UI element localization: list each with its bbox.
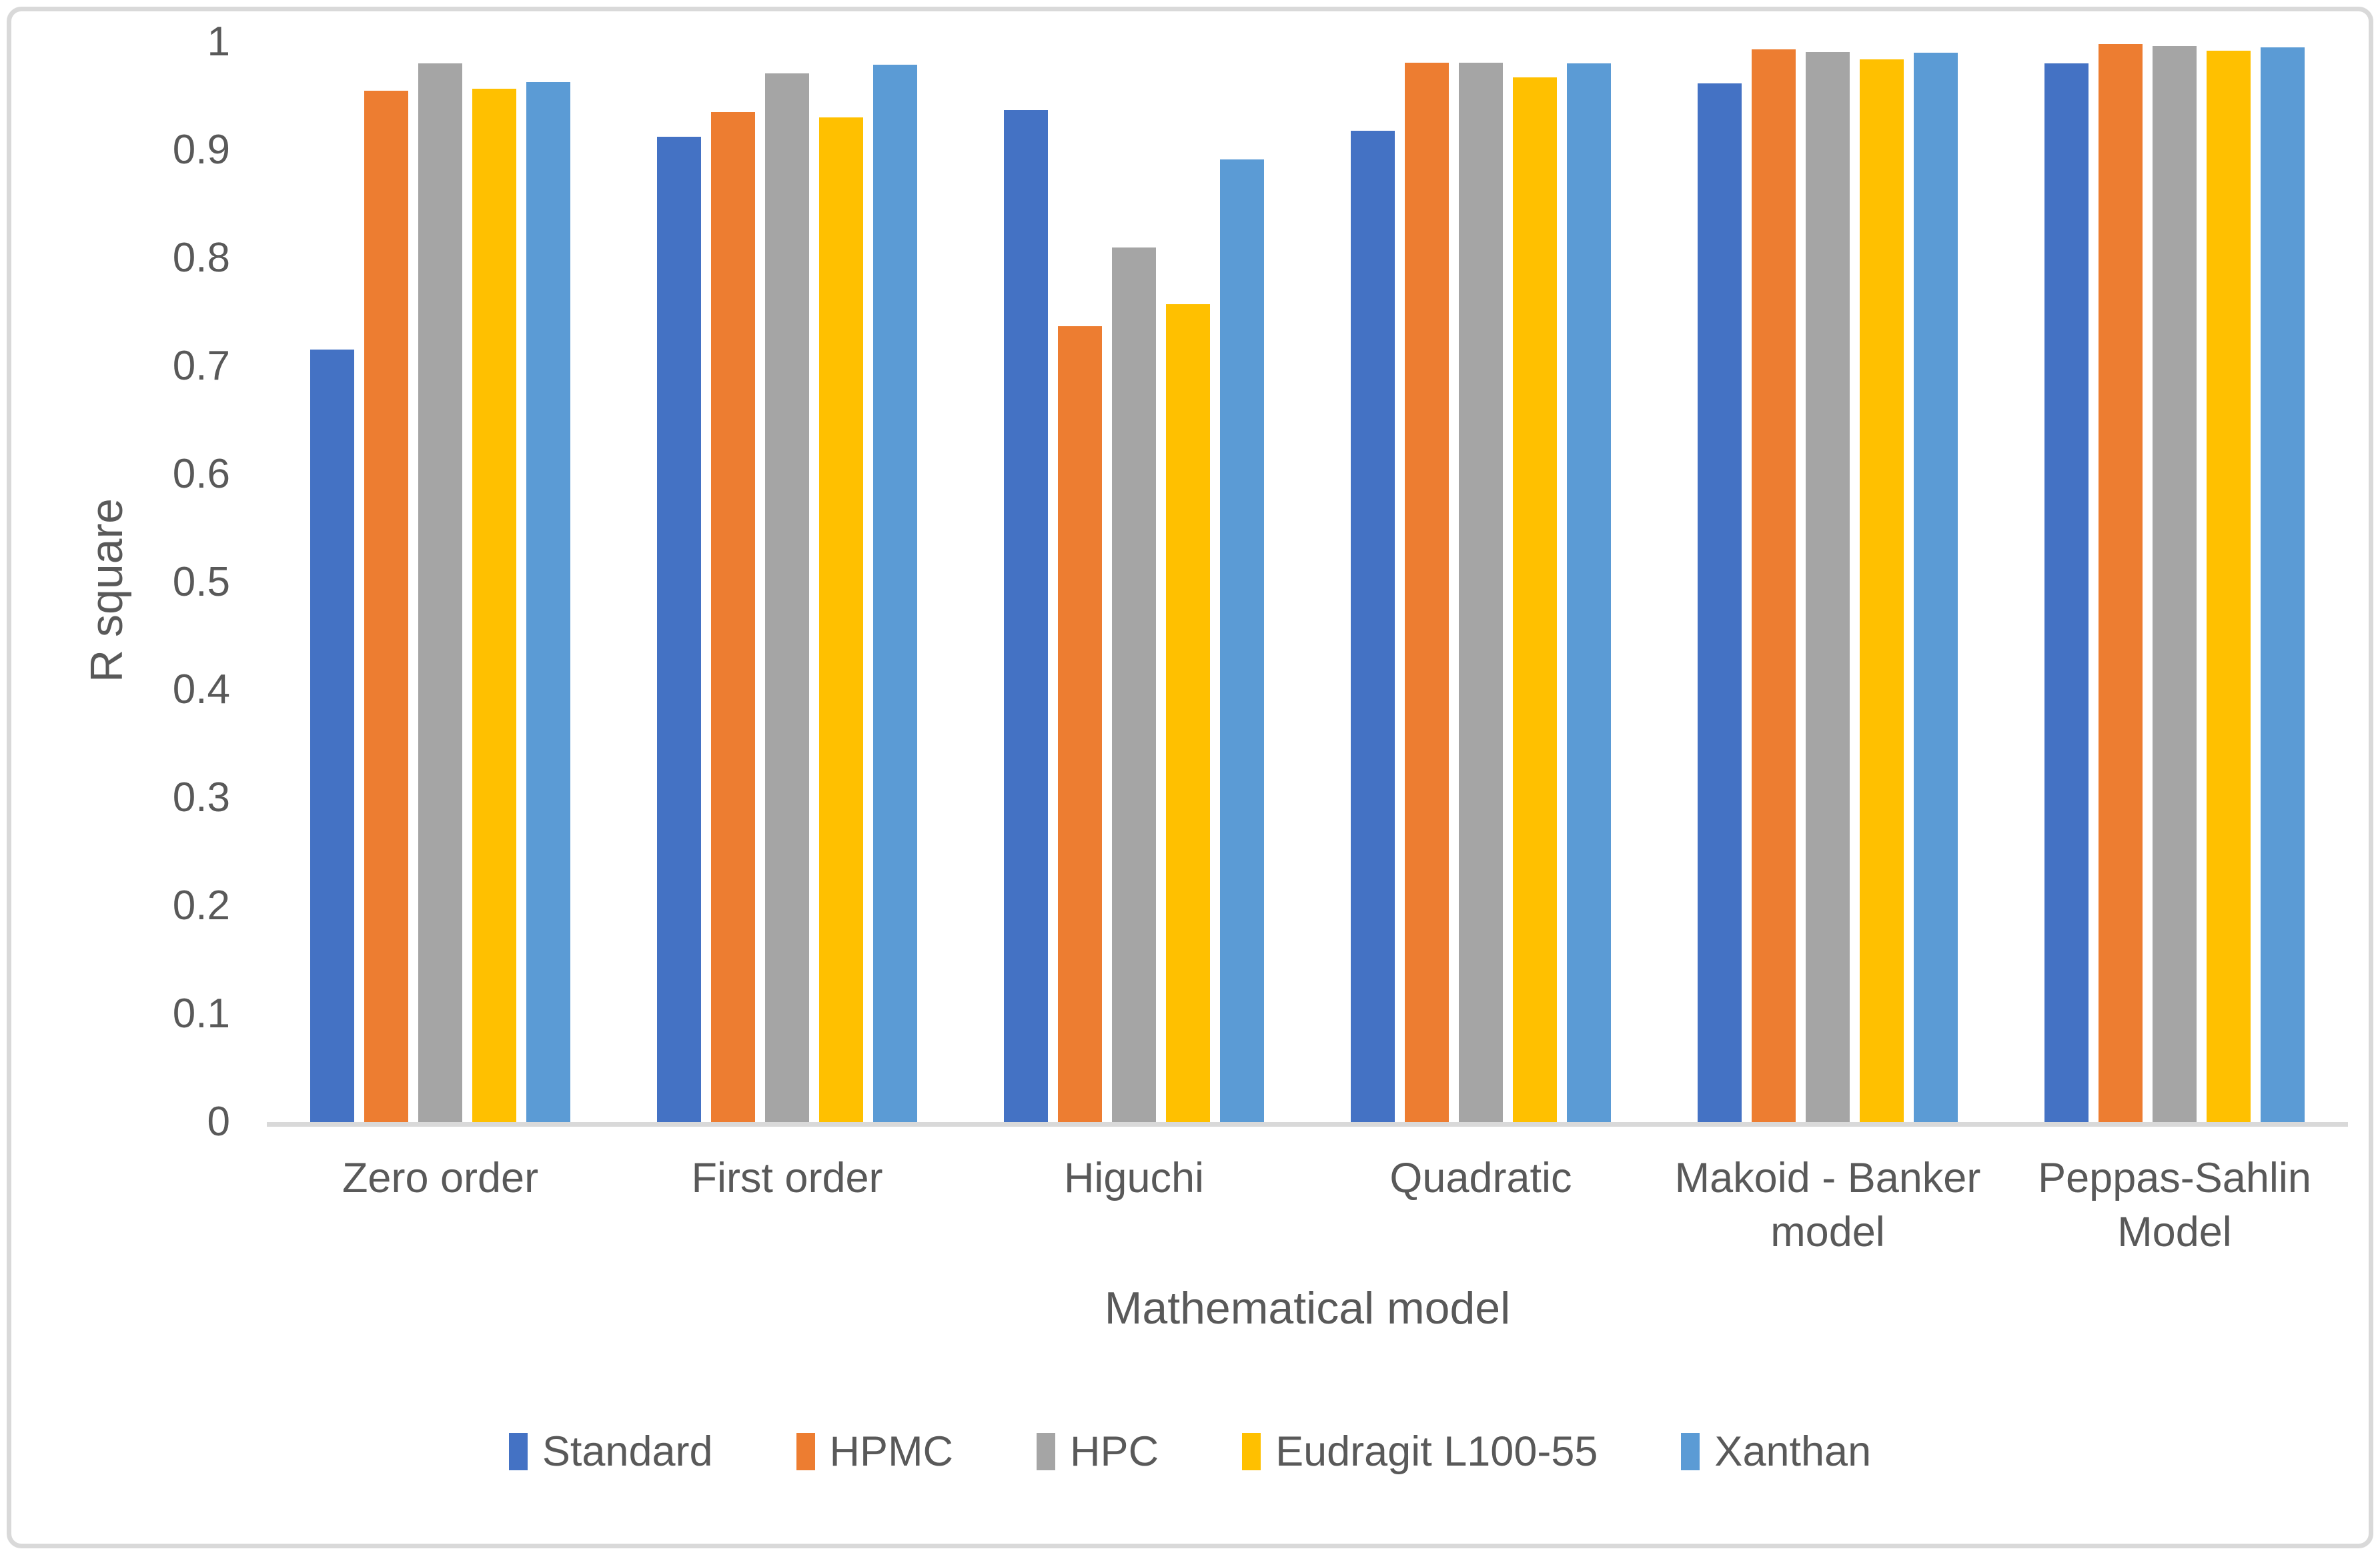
- y-tick-label-0-3: 0.3: [172, 774, 230, 821]
- y-tick-label-0-9: 0.9: [172, 126, 230, 173]
- legend-label-standard: Standard: [542, 1428, 713, 1475]
- bar-xanthan-first-order: [873, 65, 917, 1122]
- y-tick-label-0-5: 0.5: [172, 558, 230, 605]
- bar-eudragit-l100-55-first-order: [819, 117, 863, 1122]
- bar-hpmc-peppas-sahlin-model: [2099, 44, 2143, 1122]
- bar-group-first-order: [614, 42, 961, 1122]
- legend-item-eudragit-l100-55: Eudragit L100-55: [1242, 1428, 1598, 1476]
- bar-standard-first-order: [657, 137, 701, 1122]
- bar-hpmc-quadratic: [1405, 62, 1449, 1122]
- y-tick-label-1: 1: [207, 19, 230, 65]
- y-tick-label-0-2: 0.2: [172, 883, 230, 929]
- y-tick-label-0-4: 0.4: [172, 666, 230, 713]
- x-category-label-makoid-banker-model: Makoid - Banker model: [1674, 1155, 1981, 1255]
- bar-xanthan-higuchi: [1220, 159, 1264, 1122]
- legend-swatch-icon-hpmc: [796, 1433, 815, 1470]
- bar-group-zero-order: [267, 42, 614, 1122]
- legend-label-eudragit-l100-55: Eudragit L100-55: [1275, 1428, 1598, 1475]
- x-category-label-higuchi: Higuchi: [1063, 1155, 1205, 1201]
- y-tick-label-0-1: 0.1: [172, 991, 230, 1037]
- legend-item-hpc: HPC: [1037, 1428, 1159, 1476]
- bar-eudragit-l100-55-makoid-banker-model: [1860, 59, 1904, 1122]
- y-axis-ticks: 0 0.1 0.2 0.3 0.4 0.5 0.6 0.7 0.8 0.9 1: [0, 21, 230, 1143]
- bar-standard-makoid-banker-model: [1698, 83, 1742, 1122]
- bar-xanthan-quadratic: [1567, 63, 1611, 1122]
- legend-swatch-icon-xanthan: [1681, 1433, 1700, 1470]
- x-category-label-peppas-sahlin-model: Peppas-Sahlin Model: [2038, 1155, 2311, 1255]
- legend-label-xanthan: Xanthan: [1714, 1428, 1872, 1475]
- legend: Standard HPMC HPC Eudragit L100-55 Xanthan: [0, 1428, 2380, 1476]
- legend-swatch-icon-eudragit-l100-55: [1242, 1433, 1261, 1470]
- bar-hpmc-higuchi: [1058, 326, 1102, 1122]
- x-axis-labels: Zero order First order Higuchi Quadratic Mak…: [267, 1151, 2348, 1259]
- y-tick-label-0-6: 0.6: [172, 450, 230, 497]
- bar-hpmc-first-order: [711, 112, 755, 1122]
- bar-standard-quadratic: [1351, 130, 1395, 1122]
- bar-standard-higuchi: [1004, 110, 1048, 1122]
- plot-area: [267, 42, 2348, 1127]
- bar-xanthan-peppas-sahlin-model: [2261, 47, 2305, 1122]
- legend-item-hpmc: HPMC: [796, 1428, 954, 1476]
- bar-hpc-makoid-banker-model: [1806, 51, 1850, 1122]
- y-tick-label-0: 0: [207, 1099, 230, 1145]
- bar-standard-peppas-sahlin-model: [2044, 63, 2089, 1122]
- bar-standard-zero-order: [310, 350, 354, 1122]
- bar-group-higuchi: [961, 42, 1307, 1122]
- y-tick-label-0-8: 0.8: [172, 234, 230, 281]
- bar-eudragit-l100-55-higuchi: [1166, 304, 1210, 1122]
- bar-xanthan-makoid-banker-model: [1914, 53, 1958, 1122]
- bar-eudragit-l100-55-zero-order: [472, 88, 516, 1122]
- bar-eudragit-l100-55-peppas-sahlin-model: [2207, 50, 2251, 1122]
- legend-swatch-icon-hpc: [1037, 1433, 1056, 1470]
- x-axis-title: Mathematical model: [1104, 1283, 1511, 1334]
- bar-hpc-peppas-sahlin-model: [2153, 46, 2197, 1122]
- y-tick-label-0-7: 0.7: [172, 342, 230, 389]
- bar-group-quadratic: [1307, 42, 1654, 1122]
- x-category-label-quadratic: Quadratic: [1389, 1155, 1572, 1201]
- bar-hpc-zero-order: [418, 63, 462, 1122]
- bar-group-makoid-banker-model: [1654, 42, 2001, 1122]
- bar-hpc-first-order: [765, 73, 809, 1122]
- legend-label-hpmc: HPMC: [829, 1428, 954, 1475]
- legend-label-hpc: HPC: [1070, 1428, 1159, 1475]
- bar-hpc-higuchi: [1112, 247, 1156, 1122]
- legend-item-xanthan: Xanthan: [1681, 1428, 1871, 1476]
- bar-hpmc-makoid-banker-model: [1752, 49, 1796, 1122]
- bar-hpmc-zero-order: [364, 90, 408, 1122]
- bar-hpc-quadratic: [1459, 62, 1503, 1122]
- x-category-label-zero-order: Zero order: [342, 1155, 539, 1201]
- legend-swatch-icon-standard: [508, 1433, 528, 1470]
- x-category-label-first-order: First order: [691, 1155, 883, 1201]
- bar-xanthan-zero-order: [526, 81, 570, 1122]
- legend-item-standard: Standard: [508, 1428, 713, 1476]
- bar-group-peppas-sahlin-model: [2001, 42, 2348, 1122]
- bar-eudragit-l100-55-quadratic: [1513, 77, 1557, 1122]
